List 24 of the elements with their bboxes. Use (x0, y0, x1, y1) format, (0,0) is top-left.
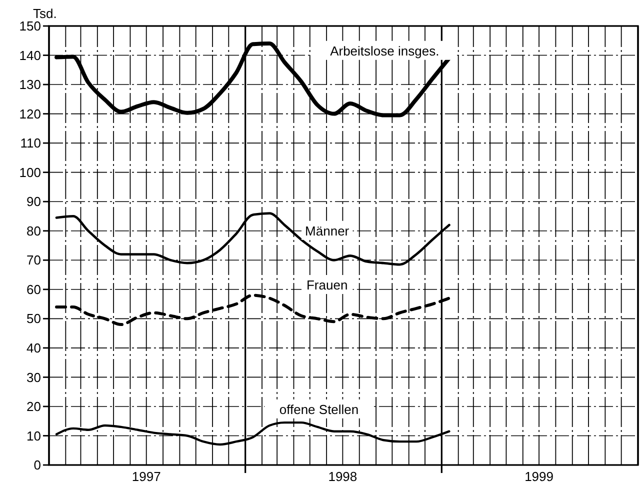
y-tick-label: 90 (26, 194, 41, 210)
y-tick-label: 60 (26, 282, 41, 297)
y-tick-label: 50 (26, 311, 41, 326)
series-label: Männer (305, 223, 350, 238)
y-tick-label: 40 (26, 340, 41, 356)
y-tick-label: 110 (20, 136, 41, 151)
series-label: Arbeitslose insges. (330, 43, 440, 58)
x-tick-label: 1998 (328, 469, 358, 484)
y-tick-label: 100 (19, 164, 41, 180)
y-tick-label: 120 (19, 106, 41, 122)
y-tick-label: 140 (19, 48, 41, 63)
x-tick-label: 1999 (524, 469, 554, 484)
y-tick-label: 30 (26, 370, 41, 385)
y-tick-label: 20 (26, 399, 41, 414)
x-tick-label: 1997 (132, 469, 161, 484)
y-tick-label: 0 (34, 458, 41, 473)
y-tick-label: 70 (26, 252, 41, 268)
y-tick-label: 80 (26, 223, 41, 238)
y-tick-label: 10 (26, 428, 41, 444)
series-label: offene Stellen (279, 402, 359, 417)
series-label: Frauen (306, 278, 348, 293)
y-tick-label: 150 (19, 18, 41, 34)
y-tick-label: 130 (19, 77, 41, 92)
y-axis-title: Tsd. (33, 6, 57, 21)
